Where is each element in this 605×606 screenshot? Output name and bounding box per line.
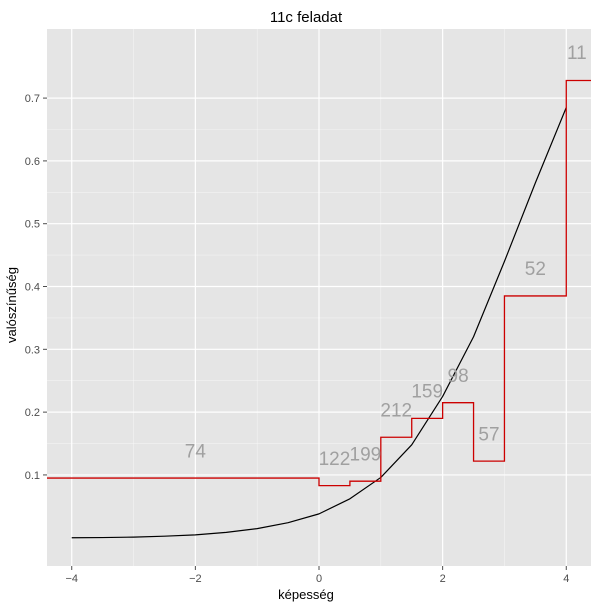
x-tick-label: 4	[563, 573, 569, 585]
count-label: 212	[380, 401, 412, 422]
count-label: 159	[411, 382, 443, 403]
count-label: 98	[448, 366, 469, 387]
count-label: 74	[185, 441, 207, 462]
count-label: 52	[525, 259, 546, 280]
y-tick-label: 0.7	[25, 93, 40, 105]
x-tick-label: 0	[316, 573, 322, 585]
y-tick-label: 0.6	[25, 156, 40, 168]
y-tick-label: 0.4	[25, 282, 40, 294]
x-tick-label: −2	[189, 573, 202, 585]
count-label: 57	[478, 424, 499, 445]
y-axis-label: valószínűség	[4, 267, 19, 343]
observed-step-line	[47, 79, 591, 487]
y-tick-label: 0.2	[25, 407, 40, 419]
count-label: 122	[319, 449, 351, 470]
expected-curve-line	[71, 107, 567, 539]
count-label: 11 0	[567, 43, 603, 64]
y-tick-label: 0.3	[25, 344, 40, 356]
x-tick-label: −4	[65, 573, 78, 585]
chart-title: 11c feladat	[270, 9, 343, 26]
y-tick-label: 0.1	[25, 470, 40, 482]
y-tick-label: 0.5	[25, 219, 40, 231]
x-axis-label: képesség	[278, 587, 334, 602]
x-tick-label: 2	[440, 573, 446, 585]
count-label: 199	[350, 444, 382, 465]
